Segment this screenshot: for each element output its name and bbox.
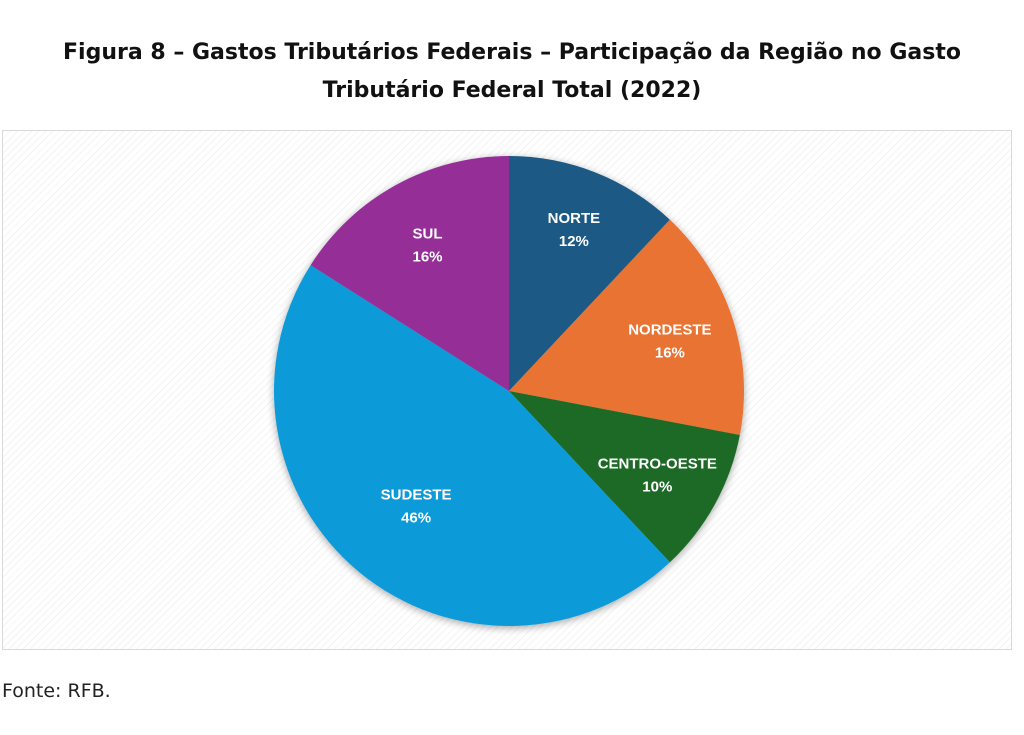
pie-slice-sudeste: [273, 265, 670, 627]
slice-value-sudeste: 46%: [401, 509, 431, 526]
slice-value-centro-oeste: 10%: [642, 479, 672, 496]
pie-slice-centro-oeste: [509, 391, 740, 563]
chart-title: Figura 8 – Gastos Tributários Federais –…: [0, 34, 1024, 110]
slice-label-centro-oeste: CENTRO-OESTE: [598, 456, 717, 473]
chart-title-line-1: Figura 8 – Gastos Tributários Federais –…: [63, 40, 961, 65]
chart-title-line-2: Tributário Federal Total (2022): [322, 78, 702, 103]
slice-label-nordeste: NORDESTE: [628, 322, 711, 339]
pie-slice-nordeste: [509, 219, 745, 436]
pie-chart: NORTE 12% NORDESTE 16% CENTRO-OESTE 10% SUDEST…: [273, 156, 745, 627]
slice-label-sul: SUL: [413, 226, 443, 243]
slice-value-nordeste: 16%: [655, 345, 685, 362]
slice-value-sul: 16%: [412, 249, 442, 266]
slice-label-sudeste: SUDESTE: [381, 486, 452, 503]
pie-slice-norte: [509, 156, 670, 391]
chart-area: NORTE 12% NORDESTE 16% CENTRO-OESTE 10% SUDEST…: [2, 130, 1012, 650]
source-note: Fonte: RFB.: [2, 680, 111, 702]
slice-value-norte: 12%: [559, 233, 589, 250]
pie-slice-sul: [310, 156, 509, 391]
slice-label-norte: NORTE: [548, 210, 601, 227]
